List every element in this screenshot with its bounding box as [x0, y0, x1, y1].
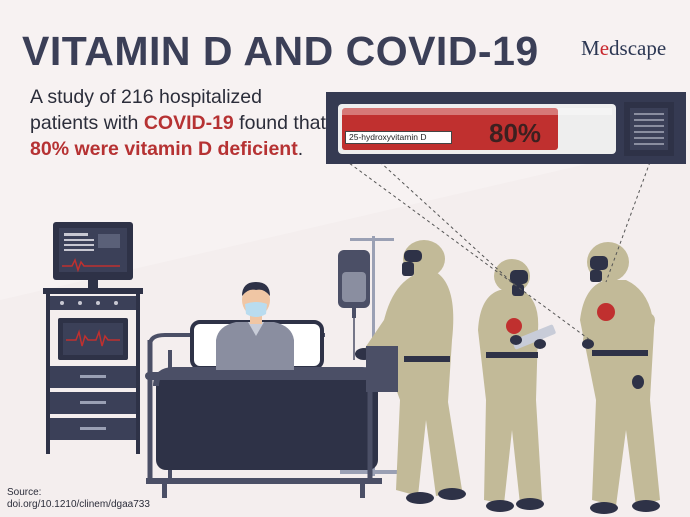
lede-text-2: found that — [233, 112, 326, 134]
logo-accent: e — [599, 36, 610, 60]
lede-highlight-deficient: vitamin D deficient — [124, 138, 298, 160]
lede-text-4: . — [297, 138, 304, 160]
medscape-logo: Medscape — [581, 36, 666, 61]
logo-part-2: dscape — [609, 36, 667, 60]
hazmat-worker-icon — [580, 242, 660, 514]
lede-highlight-covid: COVID-19 — [143, 112, 234, 134]
page-title: VITAMIN D AND COVID-19 — [22, 28, 539, 74]
logo-part-1: M — [581, 36, 600, 60]
monitor-cart-icon — [43, 222, 143, 454]
hazmat-worker-icon — [355, 240, 466, 504]
source-label: Source: — [7, 487, 42, 498]
tube-label: 25-hydroxyvitamin D — [345, 131, 452, 144]
source-citation: Source: doi.org/10.1210/clinem/dgaa733 — [7, 487, 150, 511]
study-summary: A study of 216 hospitalized patients wit… — [30, 84, 330, 162]
tube-percent: 80% — [489, 118, 542, 148]
lede-highlight-percent: 80% were — [30, 138, 119, 160]
hazmat-worker-icon — [478, 259, 556, 512]
source-doi: doi.org/10.1210/clinem/dgaa733 — [7, 499, 150, 510]
patient-icon — [216, 282, 294, 370]
lede-text-1: A study of 216 hospitalized patients wit… — [30, 86, 262, 134]
